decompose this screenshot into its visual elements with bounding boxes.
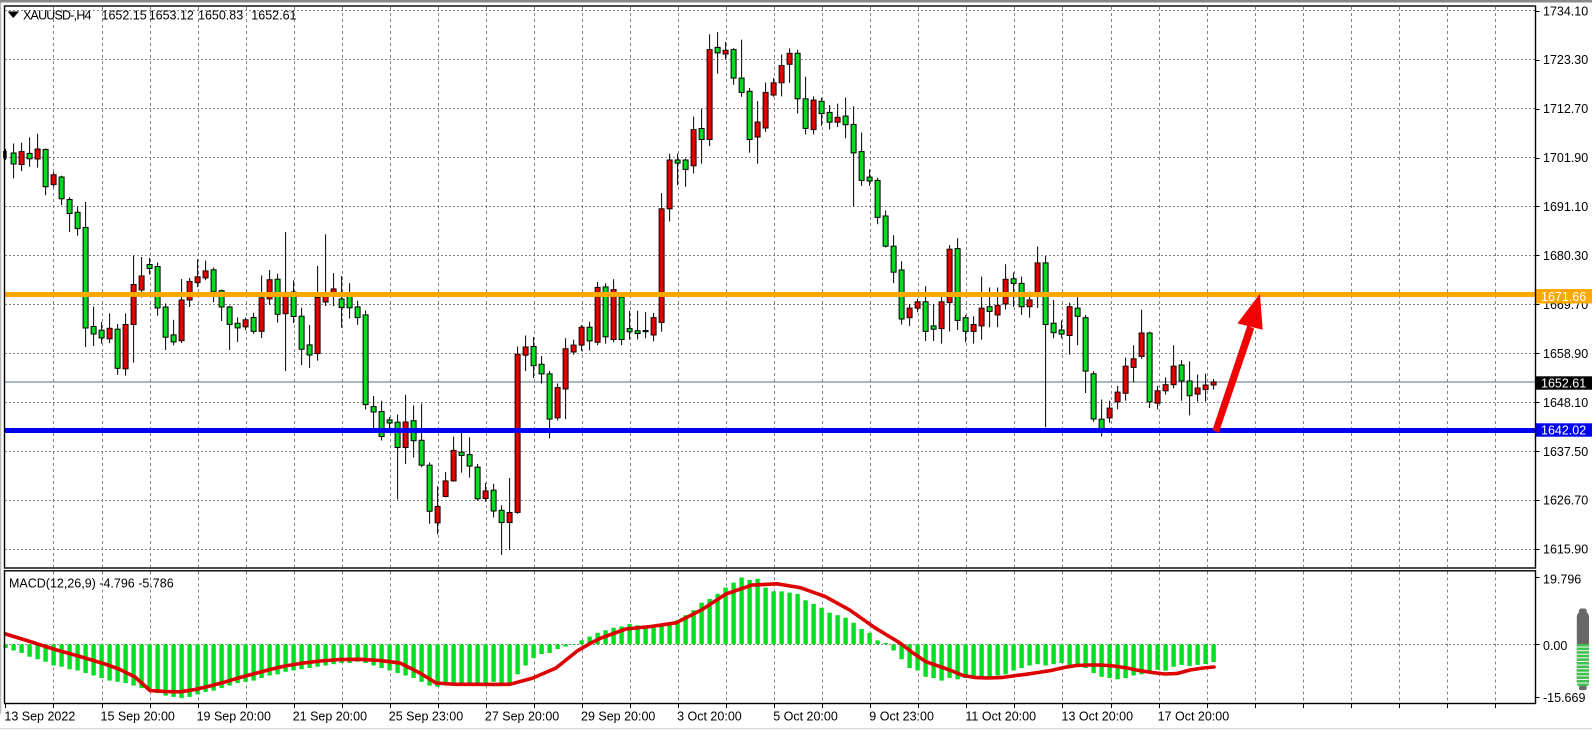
svg-text:15 Sep 20:00: 15 Sep 20:00 <box>101 710 175 724</box>
svg-text:0.00: 0.00 <box>1543 639 1567 653</box>
svg-text:1626.70: 1626.70 <box>1543 494 1588 508</box>
svg-text:1652.15: 1652.15 <box>102 9 147 23</box>
svg-text:1615.90: 1615.90 <box>1543 543 1588 557</box>
svg-text:MACD(12,26,9) -4.796 -5.786: MACD(12,26,9) -4.796 -5.786 <box>9 577 174 591</box>
svg-text:1712.70: 1712.70 <box>1543 102 1588 116</box>
svg-text:1671.66: 1671.66 <box>1541 290 1586 304</box>
svg-text:29 Sep 20:00: 29 Sep 20:00 <box>581 710 655 724</box>
svg-text:25 Sep 23:00: 25 Sep 23:00 <box>389 710 463 724</box>
svg-text:1650.83: 1650.83 <box>198 9 243 23</box>
svg-text:13 Sep 2022: 13 Sep 2022 <box>4 710 75 724</box>
svg-text:1658.90: 1658.90 <box>1543 347 1588 361</box>
svg-text:27 Sep 20:00: 27 Sep 20:00 <box>485 710 559 724</box>
svg-text:1652.61: 1652.61 <box>1541 377 1586 391</box>
svg-text:21 Sep 20:00: 21 Sep 20:00 <box>293 710 367 724</box>
svg-text:1680.30: 1680.30 <box>1543 249 1588 263</box>
svg-text:17 Oct 20:00: 17 Oct 20:00 <box>1158 710 1230 724</box>
svg-text:1652.61: 1652.61 <box>251 9 296 23</box>
svg-text:1648.10: 1648.10 <box>1543 396 1588 410</box>
svg-text:19 Sep 20:00: 19 Sep 20:00 <box>197 710 271 724</box>
svg-text:-15.669: -15.669 <box>1543 691 1585 705</box>
svg-text:1723.30: 1723.30 <box>1543 53 1588 67</box>
svg-text:13 Oct 20:00: 13 Oct 20:00 <box>1062 710 1134 724</box>
svg-text:9 Oct 23:00: 9 Oct 23:00 <box>869 710 934 724</box>
svg-text:5 Oct 20:00: 5 Oct 20:00 <box>773 710 838 724</box>
svg-text:11 Oct 20:00: 11 Oct 20:00 <box>965 710 1036 724</box>
svg-text:1734.10: 1734.10 <box>1543 4 1588 18</box>
svg-text:1653.12: 1653.12 <box>149 9 194 23</box>
svg-text:1691.10: 1691.10 <box>1543 200 1588 214</box>
svg-text:1637.50: 1637.50 <box>1543 445 1588 459</box>
svg-text:XAUUSD-,H4: XAUUSD-,H4 <box>23 9 92 23</box>
svg-text:1701.90: 1701.90 <box>1543 151 1588 165</box>
svg-text:19.796: 19.796 <box>1543 573 1581 587</box>
svg-text:1642.02: 1642.02 <box>1541 424 1586 438</box>
svg-text:3 Oct 20:00: 3 Oct 20:00 <box>677 710 742 724</box>
